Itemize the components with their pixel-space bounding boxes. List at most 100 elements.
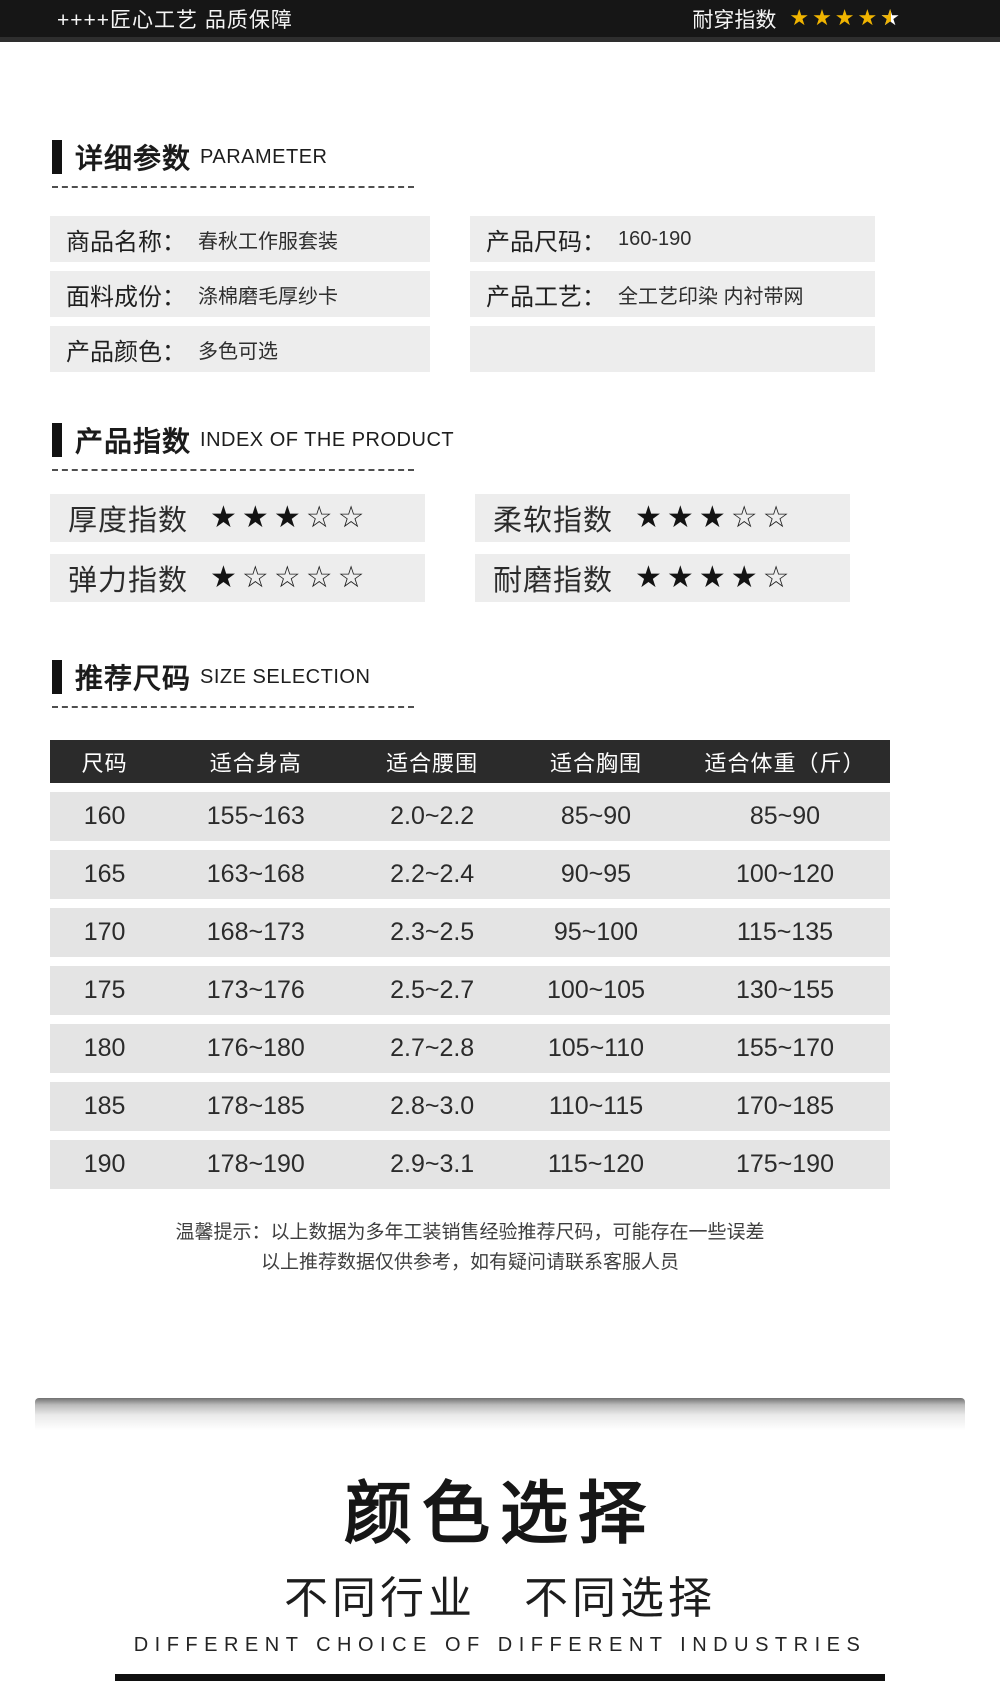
size-table-cell: 95~100 (553, 918, 639, 946)
size-table-header-cell: 尺码 (81, 750, 128, 776)
parameter-grid: 商品名称： 春秋工作服套装 产品尺码： 160-190 面料成份： 涤棉磨毛厚纱… (50, 216, 890, 372)
size-table-cell: 155~170 (735, 1034, 834, 1062)
shadow-divider (35, 1398, 965, 1436)
size-table-cell: 85~90 (560, 802, 632, 830)
size-table-cell: 170~185 (735, 1092, 834, 1120)
size-table-cell: 130~155 (735, 976, 834, 1004)
color-selection-subtitle-en: DIFFERENT CHOICE OF DIFFERENT INDUSTRIES (133, 1634, 867, 1656)
dashed-divider (52, 469, 414, 471)
param-fabric: 面料成份： 涤棉磨毛厚纱卡 (50, 271, 430, 317)
section-header-size: 推荐尺码 SIZE SELECTION (52, 658, 370, 696)
size-note-line2: 以上推荐数据仅供参考，如有疑问请联系客服人员 (260, 1252, 679, 1273)
gold-star-icon: ★ (812, 5, 832, 30)
color-selection-subtitle: 不同行业 不同选择 (284, 1574, 716, 1623)
size-table-cell: 178~185 (206, 1092, 305, 1120)
size-table-cell: 190 (83, 1150, 126, 1178)
size-table-row: 175 173~176 2.5~2.7 100~105 130~155 (50, 966, 890, 1015)
size-table-cell: 110~115 (548, 1092, 644, 1120)
size-table-header: 尺码 适合身高 适合腰围 适合胸围 适合体重（斤） (50, 740, 890, 783)
size-table-cell: 178~190 (206, 1150, 305, 1178)
size-table-cell: 2.7~2.8 (390, 1034, 475, 1062)
param-color: 产品颜色： 多色可选 (50, 326, 430, 372)
index-softness: 柔软指数 ★★★☆☆ (475, 494, 850, 542)
top-banner: ++++匠心工艺 品质保障 耐穿指数 ★ ★ ★ ★ ★ ★ (0, 0, 1000, 42)
section-subtitle: INDEX OF THE PRODUCT (200, 428, 455, 451)
size-table-row: 170 168~173 2.3~2.5 95~100 115~135 (50, 908, 890, 957)
size-table-cell: 100~120 (735, 860, 834, 888)
rating-stars-icon: ★★★☆☆ (635, 501, 795, 534)
size-table-row: 190 178~190 2.9~3.1 115~120 175~190 (50, 1140, 890, 1189)
size-table-header-cell: 适合腰围 (386, 750, 479, 776)
size-table-cell: 85~90 (749, 802, 821, 830)
size-table-cell: 2.3~2.5 (390, 918, 475, 946)
param-value: 多色可选 (198, 340, 278, 363)
size-table-cell: 170 (83, 918, 126, 946)
size-table-row: 180 176~180 2.7~2.8 105~110 155~170 (50, 1024, 890, 1073)
durability-stars-icon: ★ ★ ★ ★ ★ ★ (786, 7, 900, 30)
size-table-cell: 165 (83, 860, 126, 888)
param-label: 产品工艺： (486, 283, 606, 311)
index-grid: 厚度指数 ★★★☆☆ 柔软指数 ★★★☆☆ 弹力指数 ★☆☆☆☆ 耐磨指数 ★★… (50, 494, 850, 602)
index-label: 厚度指数 (68, 505, 189, 537)
rating-stars-icon: ★★★☆☆ (210, 501, 370, 534)
size-table-cell: 185 (83, 1092, 126, 1120)
size-table-cell: 2.5~2.7 (390, 976, 475, 1004)
size-table-row: 185 178~185 2.8~3.0 110~115 170~185 (50, 1082, 890, 1131)
size-table-cell: 100~105 (546, 976, 645, 1004)
color-selection-section: 颜色选择 不同行业 不同选择 DIFFERENT CHOICE OF DIFFE… (0, 1468, 1000, 1657)
durability-label: 耐穿指数 (692, 8, 777, 32)
section-header-index: 产品指数 INDEX OF THE PRODUCT (52, 421, 454, 459)
gold-star-icon: ★ (834, 5, 855, 30)
param-value: 全工艺印染 内衬带网 (618, 285, 804, 308)
dashed-divider (52, 706, 414, 708)
section-marker-bar (52, 660, 62, 694)
param-value: 涤棉磨毛厚纱卡 (198, 285, 338, 308)
section-title: 详细参数 (75, 143, 192, 174)
size-table-cell: 160 (83, 802, 126, 830)
gold-star-icon: ★ (789, 5, 810, 30)
param-label: 产品颜色： (66, 338, 186, 366)
next-section-edge (115, 1674, 885, 1681)
index-label: 弹力指数 (68, 565, 189, 597)
size-table-cell: 2.0~2.2 (390, 802, 475, 830)
size-table-header-cell: 适合胸围 (549, 750, 642, 776)
param-value: 160-190 (618, 227, 692, 250)
size-table: 尺码 适合身高 适合腰围 适合胸围 适合体重（斤） 160 155~163 2.0~2.2 8… (50, 740, 890, 1198)
index-label: 柔软指数 (493, 505, 614, 537)
param-craft: 产品工艺： 全工艺印染 内衬带网 (470, 271, 875, 317)
size-table-cell: 2.8~3.0 (390, 1092, 475, 1120)
size-table-cell: 180 (83, 1034, 126, 1062)
size-table-cell: 115~120 (547, 1150, 645, 1178)
dashed-divider (52, 186, 414, 188)
size-table-header-cell: 适合身高 (209, 750, 302, 776)
size-table-row: 160 155~163 2.0~2.2 85~90 85~90 (50, 792, 890, 841)
size-table-cell: 105~110 (547, 1034, 645, 1062)
size-note: 温馨提示：以上数据为多年工装销售经验推荐尺码，可能存在一些误差 以上推荐数据仅供… (50, 1218, 890, 1278)
size-table-cell: 175~190 (735, 1150, 834, 1178)
index-wear-resistance: 耐磨指数 ★★★★☆ (475, 554, 850, 602)
size-table-cell: 155~163 (206, 802, 305, 830)
param-product-size: 产品尺码： 160-190 (470, 216, 875, 262)
size-table-cell: 168~173 (206, 918, 305, 946)
size-table-cell: 115~135 (736, 918, 834, 946)
craftsmanship-slogan: ++++匠心工艺 品质保障 (57, 8, 293, 32)
section-title: 推荐尺码 (75, 663, 192, 694)
color-selection-title: 颜色选择 (343, 1476, 656, 1552)
section-subtitle: PARAMETER (200, 145, 328, 168)
param-label: 商品名称： (66, 228, 186, 256)
rating-stars-icon: ★★★★☆ (635, 561, 795, 594)
index-label: 耐磨指数 (493, 565, 614, 597)
size-table-cell: 90~95 (560, 860, 632, 888)
section-header-parameter: 详细参数 PARAMETER (52, 138, 328, 176)
size-note-line1: 温馨提示：以上数据为多年工装销售经验推荐尺码，可能存在一些误差 (175, 1222, 765, 1243)
section-marker-bar (52, 140, 62, 174)
size-table-row: 165 163~168 2.2~2.4 90~95 100~120 (50, 850, 890, 899)
size-table-cell: 163~168 (206, 860, 305, 888)
param-product-name: 商品名称： 春秋工作服套装 (50, 216, 430, 262)
size-table-header-cell: 适合体重（斤） (704, 750, 866, 776)
gold-star-icon: ★ (857, 5, 878, 30)
size-table-cell: 176~180 (206, 1034, 305, 1062)
section-title: 产品指数 (75, 426, 192, 457)
param-value: 春秋工作服套装 (198, 230, 338, 253)
index-thickness: 厚度指数 ★★★☆☆ (50, 494, 425, 542)
